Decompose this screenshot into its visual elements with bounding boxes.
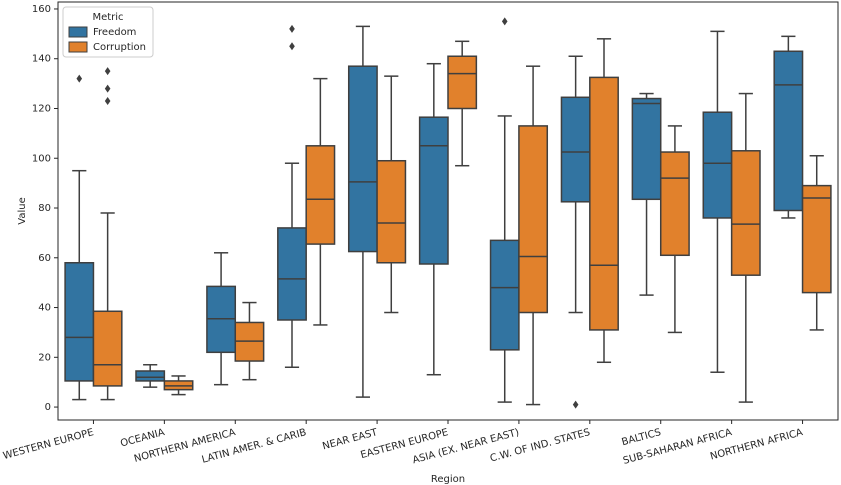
x-axis-label: Region (431, 474, 465, 485)
outlier (289, 24, 295, 33)
x-tick-label: OCEANIA (119, 427, 166, 449)
box (418, 116, 449, 265)
box (64, 262, 95, 382)
outlier (289, 42, 295, 51)
outlier (76, 74, 83, 83)
box (659, 151, 690, 257)
x-tick-label: WESTERN EUROPE (2, 427, 95, 462)
box (92, 310, 123, 387)
y-tick-label: 160 (32, 4, 51, 15)
outlier (501, 17, 508, 26)
y-tick-label: 40 (38, 303, 51, 314)
y-tick-label: 0 (45, 402, 51, 413)
y-tick-label: 120 (32, 103, 51, 114)
outlier (104, 67, 111, 76)
outlier (572, 400, 579, 409)
box (589, 76, 619, 331)
y-tick-label: 60 (38, 253, 51, 264)
legend-title: Metric (92, 12, 123, 23)
box (560, 96, 591, 203)
box (347, 65, 378, 253)
y-tick-label: 140 (32, 54, 51, 65)
box (447, 55, 478, 110)
box (631, 97, 662, 201)
box (730, 150, 761, 276)
box (489, 239, 520, 351)
box (305, 145, 336, 245)
outlier (104, 84, 111, 93)
y-tick-label: 100 (32, 153, 51, 164)
legend-swatch (68, 41, 88, 53)
box (135, 370, 166, 382)
y-tick-label: 80 (38, 203, 51, 214)
legend-label: Corruption (93, 42, 146, 53)
box (801, 184, 832, 294)
legend-label: Freedom (93, 27, 136, 38)
box (376, 159, 407, 264)
outlier (104, 97, 111, 106)
x-tick-label: BALTICS (621, 427, 663, 448)
box (518, 125, 549, 314)
box (773, 50, 804, 212)
box (277, 227, 307, 321)
y-axis-label: Value (17, 197, 28, 224)
legend-swatch (68, 26, 88, 38)
box (702, 111, 733, 219)
y-tick-label: 20 (38, 352, 51, 363)
